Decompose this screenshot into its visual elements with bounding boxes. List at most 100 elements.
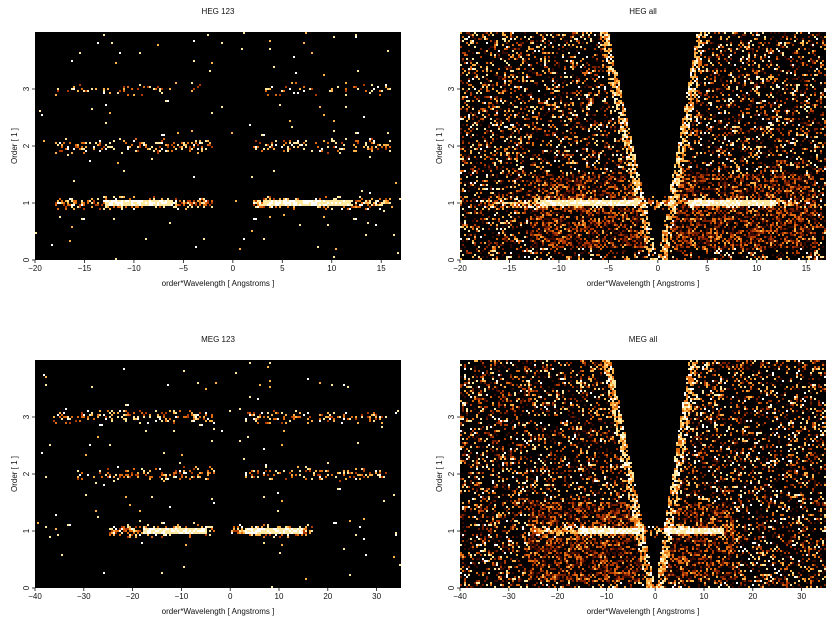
heatmap-cell xyxy=(566,116,568,118)
heatmap-cell xyxy=(820,62,822,64)
heatmap-cell xyxy=(173,142,175,144)
heatmap-cell xyxy=(504,76,506,78)
heatmap-cell xyxy=(530,182,532,184)
heatmap-cell xyxy=(474,72,476,74)
heatmap-cell xyxy=(684,148,686,150)
heatmap-cell xyxy=(718,150,720,152)
heatmap-cell xyxy=(87,200,89,202)
heatmap-cell xyxy=(634,158,636,160)
heatmap-cell xyxy=(546,170,548,172)
heatmap-cell xyxy=(814,184,816,186)
heatmap-cell xyxy=(211,146,213,148)
heatmap-cell xyxy=(752,68,754,70)
heatmap-cell xyxy=(506,174,508,176)
heatmap-cell xyxy=(508,170,510,172)
heatmap-cell xyxy=(722,82,724,84)
heatmap-cell xyxy=(496,114,498,116)
heatmap-cell xyxy=(486,86,488,88)
heatmap-cell xyxy=(676,154,678,156)
heatmap-cell xyxy=(620,174,622,176)
heatmap-cell xyxy=(608,50,610,52)
heatmap-cell xyxy=(113,204,115,206)
heatmap-cell xyxy=(814,130,816,132)
heatmap-cell xyxy=(764,110,766,112)
heatmap-cell xyxy=(566,188,568,190)
heatmap-cell xyxy=(608,104,610,106)
heatmap-cell xyxy=(139,204,141,206)
heatmap-cell xyxy=(630,168,632,170)
heatmap-cell xyxy=(686,92,688,94)
heatmap-cell xyxy=(486,184,488,186)
heatmap-cell xyxy=(592,178,594,180)
heatmap-cell xyxy=(109,204,111,206)
heatmap-cell xyxy=(468,44,470,46)
heatmap-cell xyxy=(794,52,796,54)
heatmap-cell xyxy=(490,174,492,176)
heatmap-cell xyxy=(754,114,756,116)
heatmap-cell xyxy=(399,198,401,200)
heatmap-cell xyxy=(676,172,678,174)
heatmap-cell xyxy=(738,60,740,62)
heatmap-cell xyxy=(800,158,802,160)
heatmap-cell xyxy=(696,152,698,154)
heatmap-cell xyxy=(792,124,794,126)
heatmap-cell xyxy=(578,172,580,174)
heatmap-cell xyxy=(620,124,622,126)
heatmap-cell xyxy=(802,44,804,46)
heatmap-cell xyxy=(768,154,770,156)
heatmap-cell xyxy=(742,144,744,146)
heatmap-cell xyxy=(580,180,582,182)
heatmap-cell xyxy=(522,100,524,102)
heatmap-cell xyxy=(137,206,139,208)
heatmap-cell xyxy=(510,68,512,70)
heatmap-cell xyxy=(546,174,548,176)
heatmap-cell xyxy=(706,188,708,190)
heatmap-cell xyxy=(756,54,758,56)
heatmap-cell xyxy=(790,56,792,58)
heatmap-cell xyxy=(718,44,720,46)
heatmap-cell xyxy=(151,202,153,204)
y-tick-label: 2 xyxy=(22,143,31,148)
heatmap-cell xyxy=(550,52,552,54)
heatmap-cell xyxy=(742,132,744,134)
heatmap-cell xyxy=(808,106,810,108)
heatmap-cell xyxy=(590,118,592,120)
heatmap-cell xyxy=(694,48,696,50)
heatmap-cell xyxy=(754,38,756,40)
heatmap-cell xyxy=(596,140,598,142)
heatmap-cell xyxy=(506,154,508,156)
heatmap-cell xyxy=(592,172,594,174)
heatmap-cell xyxy=(720,46,722,48)
heatmap-cell xyxy=(496,74,498,76)
heatmap-cell xyxy=(355,200,357,202)
heatmap-cell xyxy=(748,184,750,186)
heatmap-cell xyxy=(718,170,720,172)
heatmap-cell xyxy=(736,86,738,88)
heatmap-cell xyxy=(600,174,602,176)
heatmap-cell xyxy=(626,134,628,136)
heatmap-cell xyxy=(542,102,544,104)
heatmap-cell xyxy=(295,142,297,144)
heatmap-cell xyxy=(614,128,616,130)
heatmap-cell xyxy=(123,86,125,88)
heatmap-cell xyxy=(720,176,722,178)
heatmap-cell xyxy=(57,200,59,202)
heatmap-cell xyxy=(538,50,540,52)
heatmap-cell xyxy=(526,106,528,108)
heatmap-cell xyxy=(754,90,756,92)
heatmap-cell xyxy=(472,170,474,172)
heatmap-cell xyxy=(630,172,632,174)
heatmap-cell xyxy=(478,100,480,102)
heatmap-cell xyxy=(618,84,620,86)
heatmap-cell xyxy=(518,72,520,74)
heatmap-cell xyxy=(722,104,724,106)
heatmap-cell xyxy=(249,124,251,126)
heatmap-cell xyxy=(740,158,742,160)
heatmap-cell xyxy=(806,64,808,66)
heatmap-cell xyxy=(466,158,468,160)
heatmap-cell xyxy=(377,148,379,150)
heatmap-cell xyxy=(159,200,161,202)
heatmap-cell xyxy=(129,204,131,206)
heatmap-cell xyxy=(135,138,137,140)
heatmap-cell xyxy=(624,144,626,146)
